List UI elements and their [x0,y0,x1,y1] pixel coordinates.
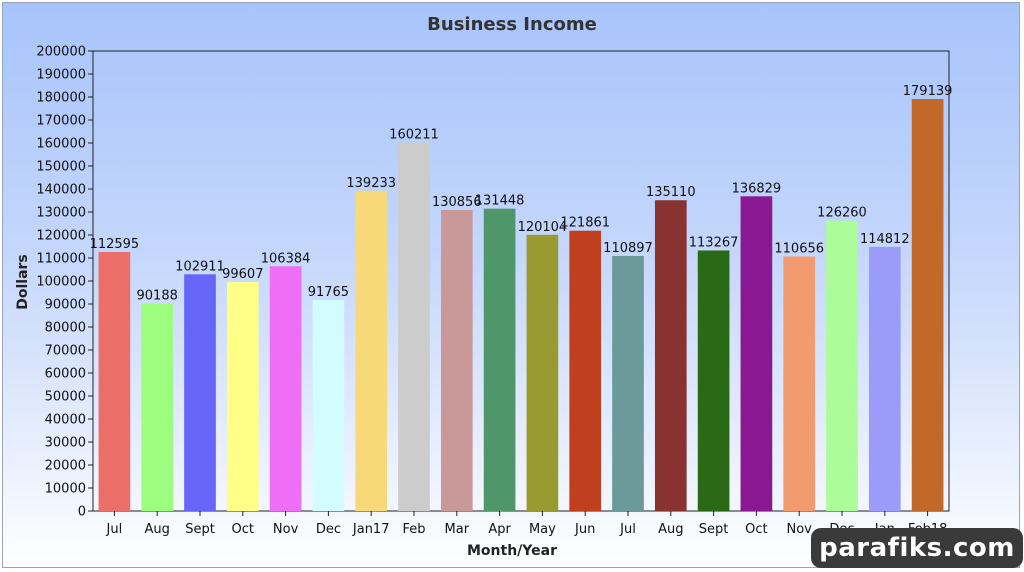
y-tick-label: 80000 [45,321,86,336]
y-tick-label: 150000 [36,160,86,175]
x-tick-label: Nov [273,522,299,537]
bar-value-label: 99607 [222,267,263,282]
bar-value-label: 106384 [261,251,311,266]
y-tick-label: 200000 [36,45,86,60]
bar-value-label: 112595 [90,237,140,252]
bar [654,200,687,511]
bar [569,230,602,511]
bar-value-label: 113267 [689,235,739,250]
bar [868,246,901,511]
y-tick-label: 190000 [36,68,86,83]
bar [612,255,644,511]
bar [98,252,131,511]
bar-value-label: 120104 [518,220,568,235]
bar [440,210,473,512]
x-tick-label: Nov [787,522,813,537]
plot-area: 0 10000 20000 30000 40000 50000 60000 70000 8000… [36,45,952,538]
bar [826,220,858,512]
bar-value-label: 102911 [175,259,225,274]
bar [911,98,944,512]
bar-value-label: 121861 [560,216,610,231]
x-tick-label: Oct [745,522,767,537]
bar [269,266,302,511]
x-tick-label: Jan17 [352,522,390,537]
y-tick-label: 30000 [45,436,86,451]
x-tick-label: Sept [185,522,215,537]
y-tick-label: 110000 [36,252,86,267]
chart-title: Business Income [427,14,597,35]
x-tick-label: Oct [232,522,254,537]
x-axis-label: Month/Year [467,543,557,559]
x-tick-label: Aug [145,522,170,537]
bar-chart: Business Income 0 10000 20000 30000 40000 500… [15,14,952,559]
x-tick-label: Jul [106,522,123,537]
bar [226,281,259,511]
bar-value-label: 135110 [646,185,696,200]
bar-value-label: 130856 [432,195,482,210]
bar-value-label: 114812 [860,232,910,247]
bar [141,303,174,511]
bar-value-label: 91765 [308,285,349,300]
x-tick-label: Apr [488,522,511,537]
y-tick-label: 20000 [45,459,86,474]
y-tick-label: 60000 [45,367,86,382]
bar-value-label: 136829 [732,181,782,196]
y-tick-label: 170000 [36,114,86,129]
y-tick-label: 130000 [36,206,86,221]
x-tick-label: Dec [316,522,341,537]
x-tick-label: Jul [619,522,636,537]
bar-value-label: 110656 [774,241,824,256]
bar-value-label: 126260 [817,206,867,221]
y-tick-label: 140000 [36,183,86,198]
y-axis-label: Dollars [15,254,31,310]
bar-value-label: 139233 [346,176,396,191]
x-tick-label: Aug [658,522,683,537]
y-tick-label: 50000 [45,390,86,405]
y-tick-label: 180000 [36,91,86,106]
bar-value-label: 179139 [903,84,953,99]
y-tick-label: 0 [78,505,86,520]
watermark-logo: parafiks.com [811,528,1023,568]
bar [398,142,430,511]
bar [697,250,730,511]
bar [184,274,216,511]
bar-value-label: 160211 [389,128,439,143]
x-tick-label: May [529,522,556,537]
bar [783,256,816,511]
x-tick-label: Feb [402,522,425,537]
x-tick-label: Jun [574,522,595,537]
x-tick-label: Mar [445,522,470,537]
y-tick-label: 40000 [45,413,86,428]
x-tick-label: Sept [699,522,729,537]
y-tick-label: 10000 [45,482,86,497]
bar-value-label: 131448 [475,194,525,209]
bar [312,299,345,511]
bar [526,234,559,511]
bar [355,190,388,511]
y-tick-label: 100000 [36,275,86,290]
y-tick-label: 160000 [36,137,86,152]
bar-value-label: 110897 [603,241,653,256]
y-tick-label: 90000 [45,298,86,313]
y-tick-label: 70000 [45,344,86,359]
bar [740,196,773,511]
y-tick-label: 120000 [36,229,86,244]
bar [483,208,516,511]
bar-value-label: 90188 [137,289,178,304]
